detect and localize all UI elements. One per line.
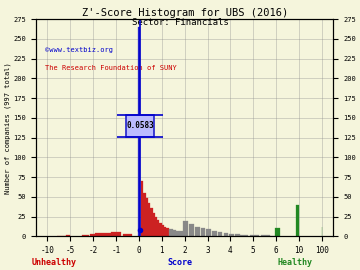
Bar [235, 234, 239, 236]
Bar [166, 228, 168, 236]
Bar [321, 227, 322, 236]
Bar [82, 235, 89, 236]
Bar [173, 230, 176, 236]
Bar [141, 181, 143, 236]
Text: 0.0583: 0.0583 [126, 121, 154, 130]
Bar [143, 193, 146, 236]
Bar [162, 225, 164, 236]
Bar [112, 232, 121, 236]
Bar [206, 229, 211, 236]
Bar [155, 217, 157, 236]
Bar [95, 233, 114, 236]
Bar [123, 234, 132, 236]
Bar [296, 205, 299, 236]
Bar [138, 27, 140, 236]
Text: ©www.textbiz.org: ©www.textbiz.org [45, 47, 113, 53]
Text: The Research Foundation of SUNY: The Research Foundation of SUNY [45, 65, 177, 71]
Bar [148, 203, 150, 236]
Bar [57, 235, 66, 236]
Bar [66, 235, 70, 236]
Bar [169, 229, 173, 236]
Bar [229, 234, 234, 236]
Bar [150, 208, 153, 236]
Bar [269, 235, 276, 236]
Bar [201, 228, 205, 236]
Text: Healthy: Healthy [278, 258, 313, 267]
Bar [146, 198, 148, 236]
Bar [212, 231, 217, 236]
Bar [157, 220, 159, 236]
Bar [224, 233, 228, 236]
Bar [195, 227, 199, 236]
Bar [250, 235, 259, 236]
Text: Unhealthy: Unhealthy [32, 258, 76, 267]
Bar [164, 227, 166, 236]
Bar [176, 231, 180, 236]
FancyBboxPatch shape [126, 115, 154, 137]
Bar [184, 221, 188, 236]
Bar [189, 224, 194, 236]
Bar [90, 234, 102, 236]
Bar [261, 235, 270, 236]
Bar [238, 235, 248, 236]
Bar [275, 228, 280, 236]
Text: Sector: Financials: Sector: Financials [132, 18, 228, 26]
Bar [153, 212, 155, 236]
Y-axis label: Number of companies (997 total): Number of companies (997 total) [4, 62, 11, 194]
Title: Z'-Score Histogram for UBS (2016): Z'-Score Histogram for UBS (2016) [81, 8, 288, 18]
Bar [218, 232, 222, 236]
Bar [159, 223, 162, 236]
Bar [180, 231, 183, 236]
Text: Score: Score [167, 258, 193, 267]
